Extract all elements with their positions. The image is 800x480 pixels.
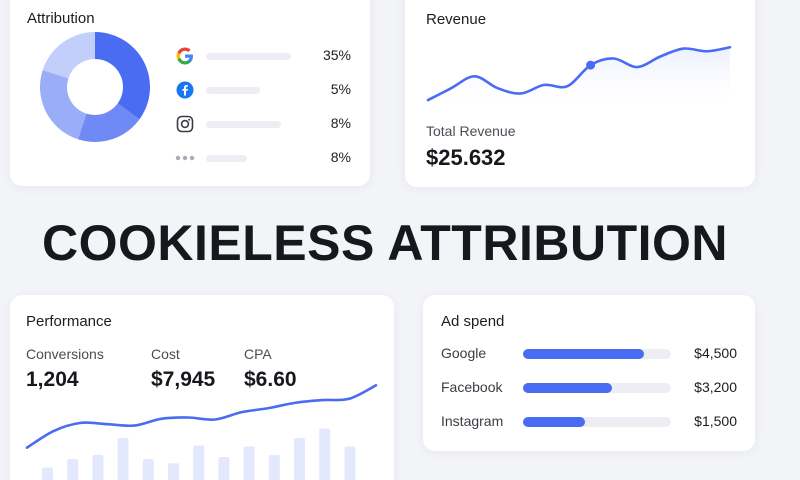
headline: COOKIELESS ATTRIBUTION	[42, 215, 728, 271]
total-revenue-value: $25.632	[426, 145, 506, 170]
metric-value-cost: $7,945	[151, 368, 216, 391]
performance-bar[interactable]	[117, 438, 129, 480]
ad-spend-value: $1,500	[694, 413, 737, 429]
ad-spend-label: Facebook	[441, 379, 503, 395]
total-revenue-label: Total Revenue	[426, 123, 516, 139]
metric-value-cpa: $6.60	[244, 368, 297, 391]
attribution-card: Attribution 35% 5%	[10, 0, 370, 186]
performance-trend-chart[interactable]	[10, 373, 394, 480]
performance-bar[interactable]	[218, 457, 230, 480]
revenue-title: Revenue	[426, 11, 487, 28]
performance-bar[interactable]	[294, 438, 305, 480]
more-icon	[175, 149, 195, 167]
ad-spend-bar-track	[523, 383, 671, 393]
donut-slice[interactable]	[42, 32, 95, 79]
attribution-bar	[206, 87, 260, 94]
attribution-row-google[interactable]: 35%	[175, 46, 351, 66]
ad-spend-row-facebook[interactable]: Facebook $3,200	[441, 377, 737, 397]
metric-label-conversions: Conversions	[26, 346, 104, 362]
revenue-area	[428, 47, 730, 110]
attribution-share: 5%	[330, 81, 351, 97]
attribution-donut-chart[interactable]	[40, 32, 160, 152]
performance-bar[interactable]	[268, 454, 280, 480]
attribution-share: 35%	[322, 47, 351, 63]
attribution-row-facebook[interactable]: 5%	[175, 80, 351, 100]
ad-spend-value: $4,500	[694, 345, 737, 361]
ad-spend-bar-track	[523, 417, 671, 427]
ad-spend-value: $3,200	[694, 379, 737, 395]
ad-spend-row-instagram[interactable]: Instagram $1,500	[441, 411, 737, 431]
ad-spend-title: Ad spend	[441, 313, 505, 330]
metric-label-cost: Cost	[151, 346, 180, 362]
attribution-row-other[interactable]: 8%	[175, 148, 351, 168]
ad-spend-bar-fill	[523, 383, 612, 393]
donut-slice[interactable]	[95, 32, 150, 120]
ad-spend-card: Ad spend Google $4,500 Facebook $3,200 I…	[423, 295, 755, 451]
ad-spend-label: Instagram	[441, 413, 504, 429]
attribution-bar	[206, 155, 247, 162]
ad-spend-bar-track	[523, 349, 671, 359]
donut-slice[interactable]	[40, 70, 87, 140]
performance-line	[25, 384, 378, 449]
performance-bar[interactable]	[142, 459, 154, 480]
ad-spend-bar-fill	[523, 417, 586, 427]
donut-slice[interactable]	[78, 103, 140, 142]
metric-label-cpa: CPA	[244, 346, 272, 362]
attribution-bar	[206, 121, 281, 128]
performance-title: Performance	[26, 313, 112, 330]
performance-bar[interactable]	[168, 463, 179, 480]
google-icon	[175, 47, 195, 65]
revenue-trend-chart[interactable]	[423, 30, 733, 110]
revenue-line	[426, 45, 732, 102]
performance-bar[interactable]	[92, 454, 104, 480]
attribution-title: Attribution	[27, 10, 95, 27]
performance-bar[interactable]	[243, 446, 255, 480]
performance-bar[interactable]	[67, 459, 79, 480]
attribution-share: 8%	[330, 115, 351, 131]
revenue-highlight-point[interactable]	[586, 60, 596, 70]
performance-card: Performance Conversions 1,204 Cost $7,94…	[10, 295, 394, 480]
ad-spend-row-google[interactable]: Google $4,500	[441, 343, 737, 363]
performance-bar[interactable]	[319, 428, 331, 480]
attribution-row-instagram[interactable]: 8%	[175, 114, 351, 134]
ad-spend-label: Google	[441, 345, 487, 361]
ad-spend-bar-fill	[523, 349, 645, 359]
performance-bar[interactable]	[344, 446, 356, 480]
instagram-icon	[175, 115, 195, 133]
attribution-share: 8%	[330, 149, 351, 165]
performance-bar[interactable]	[42, 467, 53, 480]
facebook-icon	[175, 81, 195, 99]
metric-value-conversions: 1,204	[26, 368, 79, 391]
attribution-bar	[206, 53, 291, 60]
performance-bar[interactable]	[193, 445, 205, 480]
revenue-card: Revenue Total Revenue $25.632	[405, 0, 755, 187]
